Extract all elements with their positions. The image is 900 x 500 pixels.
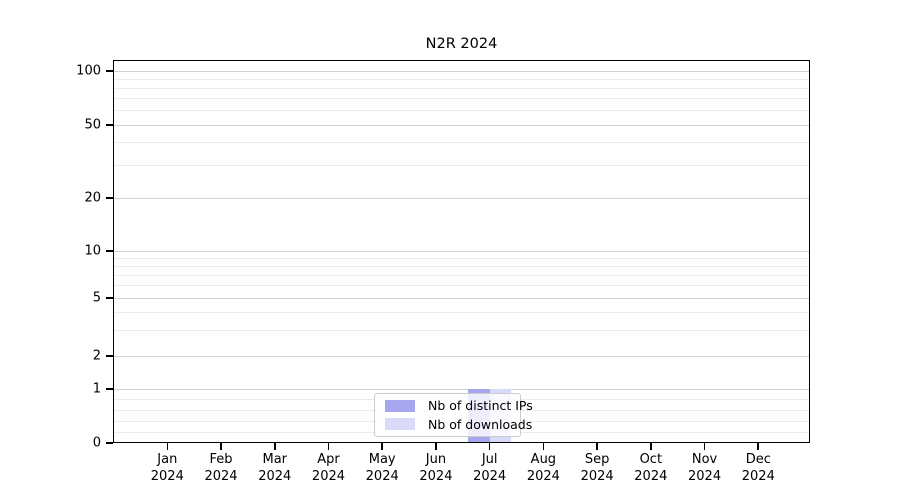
y-minor-gridline [113,257,810,259]
y-major-gridline [113,124,810,126]
x-tick-mark [596,443,598,450]
legend: Nb of distinct IPs Nb of downloads [374,393,533,437]
x-tick-month: Sep [584,452,610,467]
x-tick-label: Feb 2024 [181,452,261,485]
x-tick-month: Nov [691,452,718,467]
x-tick-month: Oct [639,452,663,467]
x-tick-year: 2024 [688,468,722,484]
x-tick-label: Dec 2024 [718,452,798,485]
x-tick-label: Sep 2024 [557,452,637,485]
legend-item: Nb of distinct IPs [385,397,533,415]
chart-title: N2R 2024 [425,36,498,52]
x-tick-month: Mar [262,452,288,467]
y-major-gridline [113,70,810,72]
y-tick-mark [106,355,113,357]
legend-swatch [385,418,415,431]
x-tick-label: Jun 2024 [396,452,476,485]
y-tick-mark [106,70,113,72]
x-tick-month: Jan [157,452,178,467]
y-minor-gridline [113,329,810,331]
y-major-gridline [113,250,810,252]
y-minor-gridline [113,311,810,313]
x-tick-label: Nov 2024 [665,452,745,485]
x-tick-mark [273,443,276,450]
x-tick-label: Aug 2024 [503,452,583,485]
x-tick-month: Jun [425,452,447,467]
legend-swatch [385,399,415,412]
x-tick-year: 2024 [150,468,184,484]
x-tick-year: 2024 [419,468,453,484]
x-tick-label: May 2024 [342,452,422,485]
x-tick-month: Dec [745,452,771,467]
x-tick-label: Jan 2024 [127,452,207,485]
y-minor-gridline [113,165,810,167]
x-tick-month: Feb [209,452,233,467]
y-minor-gridline [113,265,810,267]
x-tick-year: 2024 [580,468,614,484]
x-tick-year: 2024 [311,468,346,484]
x-tick-mark [381,443,383,450]
y-tick-mark [106,197,113,199]
y-tick-mark [106,388,113,390]
y-minor-gridline [113,142,810,144]
x-tick-mark [650,443,652,450]
plot-frame [113,60,810,443]
x-tick-month: May [368,452,396,467]
x-tick-year: 2024 [634,468,668,484]
x-tick-mark [327,443,330,450]
x-tick-year: 2024 [365,468,399,484]
x-tick-mark [488,443,491,450]
x-tick-mark [703,443,706,450]
y-tick-mark [106,124,113,126]
legend-label: Nb of distinct IPs [428,398,533,414]
legend-item: Nb of downloads [385,415,532,433]
x-tick-year: 2024 [473,468,507,484]
y-major-gridline [113,388,810,390]
x-tick-mark [757,443,760,450]
y-tick-label: 20 [84,190,101,206]
x-tick-label: Apr 2024 [288,452,368,485]
y-tick-label: 100 [76,63,101,79]
y-tick-label: 10 [84,243,101,259]
y-major-gridline [113,355,810,357]
x-tick-year: 2024 [258,468,292,484]
x-tick-month: Jul [481,452,498,467]
y-tick-label: 0 [92,435,101,451]
y-tick-label: 1 [92,381,101,397]
y-minor-gridline [113,274,810,276]
x-tick-label: Mar 2024 [235,452,315,485]
y-tick-mark [106,297,113,299]
y-minor-gridline [113,98,810,100]
legend-label: Nb of downloads [428,416,533,432]
y-tick-label: 2 [92,348,101,364]
x-tick-label: Jul 2024 [450,452,530,485]
y-tick-label: 5 [92,290,101,306]
x-tick-month: Apr [317,452,340,467]
y-minor-gridline [113,285,810,287]
y-tick-label: 50 [84,117,101,133]
x-tick-month: Aug [530,452,557,467]
plot-background [113,60,810,443]
y-minor-gridline [113,87,810,89]
y-minor-gridline [113,78,810,80]
x-tick-year: 2024 [204,468,238,484]
x-tick-mark [542,443,545,450]
y-major-gridline [113,197,810,199]
x-tick-mark [220,443,222,450]
y-minor-gridline [113,110,810,112]
x-tick-mark [166,443,169,450]
x-tick-mark [435,443,437,450]
x-tick-year: 2024 [526,468,560,484]
y-tick-mark [106,442,113,444]
y-tick-mark [106,250,113,252]
x-tick-year: 2024 [741,468,775,484]
y-major-gridline [113,297,810,299]
x-tick-label: Oct 2024 [611,452,691,485]
